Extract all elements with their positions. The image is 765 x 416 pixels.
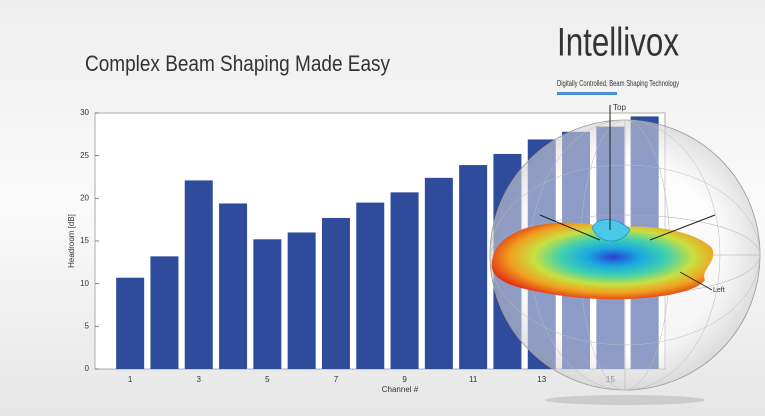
- x-tick-label: 1: [128, 375, 133, 384]
- x-tick-label: 13: [537, 375, 546, 384]
- brand-bar: [557, 92, 617, 95]
- y-axis-label: Headroom [dB]: [67, 214, 76, 268]
- x-tick-label: 7: [334, 375, 339, 384]
- bar: [116, 277, 145, 369]
- x-tick-label: 3: [197, 375, 202, 384]
- x-tick-label: 11: [469, 375, 478, 384]
- bar: [253, 239, 282, 369]
- bar: [390, 192, 419, 369]
- y-tick-label: 30: [80, 108, 89, 117]
- x-tick-label: 5: [265, 375, 270, 384]
- bar: [184, 180, 213, 369]
- x-axis-label: Channel #: [382, 385, 419, 394]
- bar: [150, 256, 179, 369]
- x-tick-label: 9: [402, 375, 407, 384]
- tagline: Digitally Controlled, Beam Shaping Techn…: [557, 79, 679, 88]
- y-tick-label: 0: [85, 364, 90, 373]
- y-tick-label: 25: [80, 151, 89, 160]
- brand: Intellivox: [557, 21, 679, 65]
- bar: [219, 203, 248, 369]
- y-tick-label: 5: [85, 321, 90, 330]
- bar: [424, 177, 453, 369]
- annotation: Left: [713, 287, 725, 294]
- bar: [287, 232, 316, 369]
- bar: [459, 165, 488, 369]
- sphere: [489, 105, 761, 405]
- chart-title: Complex Beam Shaping Made Easy: [85, 51, 390, 76]
- bar: [321, 217, 350, 369]
- bar: [356, 202, 385, 369]
- y-tick-label: 10: [80, 279, 89, 288]
- y-tick-label: 20: [80, 193, 89, 202]
- y-tick-label: 15: [80, 236, 89, 245]
- annotation: Top: [613, 103, 626, 112]
